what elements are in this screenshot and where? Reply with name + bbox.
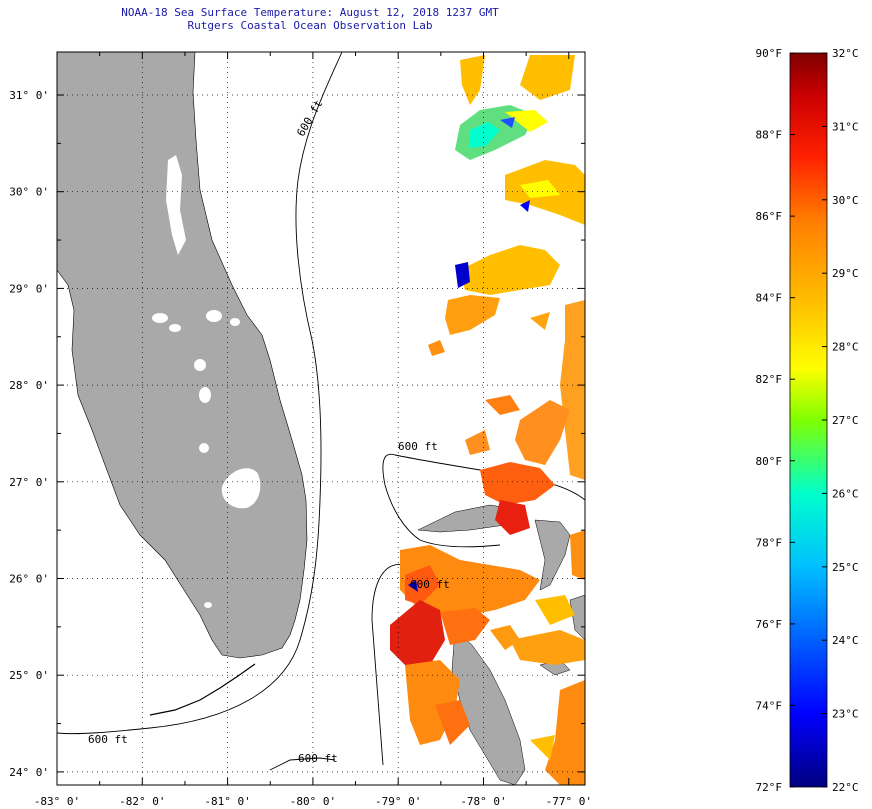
map-title: NOAA-18 Sea Surface Temperature: August … xyxy=(121,6,499,19)
longitude-label: -81° 0' xyxy=(204,795,250,808)
colorbar-f-label: 88°F xyxy=(756,129,783,142)
latitude-label: 28° 0' xyxy=(9,379,49,392)
contour-label: 600 ft xyxy=(294,98,325,139)
longitude-label: -78° 0' xyxy=(460,795,506,808)
frame-ticks xyxy=(56,52,585,785)
latitude-label: 31° 0' xyxy=(9,89,49,102)
latitude-label: 29° 0' xyxy=(9,282,49,295)
longitude-label: -82° 0' xyxy=(119,795,165,808)
contour-label: 600 ft xyxy=(398,440,438,453)
colorbar-f-label: 82°F xyxy=(756,373,783,386)
latitude-label: 30° 0' xyxy=(9,186,49,199)
colorbar-c-label: 22°C xyxy=(832,781,859,794)
longitude-label: -79° 0' xyxy=(375,795,421,808)
contour-label: 600 ft xyxy=(298,752,338,765)
colorbar-f-label: 76°F xyxy=(756,618,783,631)
colorbar-c-label: 27°C xyxy=(832,414,859,427)
latitude-label: 24° 0' xyxy=(9,766,49,779)
longitude-label: -83° 0' xyxy=(34,795,80,808)
colorbar-c-label: 25°C xyxy=(832,561,859,574)
colorbar-c-label: 28°C xyxy=(832,341,859,354)
graticule xyxy=(57,52,585,785)
latitude-labels: 31° 0' 30° 0' 29° 0' 28° 0' 27° 0' 26° 0' 25° … xyxy=(9,89,49,779)
colorbar-f-label: 86°F xyxy=(756,210,783,223)
colorbar-f-label: 84°F xyxy=(756,292,783,305)
latitude-label: 25° 0' xyxy=(9,669,49,682)
colorbar-f-label: 72°F xyxy=(756,781,783,794)
longitude-label: -80° 0' xyxy=(290,795,336,808)
map-frame xyxy=(56,51,586,786)
colorbar xyxy=(789,52,828,788)
colorbar-c-label: 23°C xyxy=(832,708,859,721)
colorbar-c-label: 29°C xyxy=(832,267,859,280)
colorbar-f-label: 74°F xyxy=(756,699,783,712)
florida-landmass xyxy=(57,52,308,659)
sst-data-patches xyxy=(390,55,585,785)
colorbar-f-label: 90°F xyxy=(756,47,783,60)
contour-label: 600 ft xyxy=(410,578,450,591)
colorbar-f-label: 80°F xyxy=(756,455,783,468)
colorbar-c-label: 24°C xyxy=(832,634,859,647)
colorbar-celsius-ticks: 32°C 31°C 30°C 29°C 28°C 27°C 26°C 25°C 24°C 23°C… xyxy=(822,47,859,794)
colorbar-fahrenheit-ticks: 90°F 88°F 86°F 84°F 82°F 80°F 78°F 76°F 74°F 72°F xyxy=(756,47,795,794)
colorbar-c-label: 30°C xyxy=(832,194,859,207)
colorbar-c-label: 32°C xyxy=(832,47,859,60)
colorbar-c-label: 31°C xyxy=(832,120,859,133)
map-subtitle: Rutgers Coastal Ocean Observation Lab xyxy=(187,19,433,32)
inland-lakes xyxy=(152,155,240,608)
lake-okeechobee xyxy=(221,468,261,509)
bahamas-islands xyxy=(417,504,585,785)
longitude-labels: -83° 0' -82° 0' -81° 0' -80° 0' -79° 0' -78° … xyxy=(34,795,592,808)
longitude-label: -77° 0' xyxy=(546,795,592,808)
latitude-label: 27° 0' xyxy=(9,476,49,489)
latitude-label: 26° 0' xyxy=(9,573,49,586)
florida-keys xyxy=(149,663,256,716)
contour-label: 600 ft xyxy=(88,733,128,746)
colorbar-c-label: 26°C xyxy=(832,487,859,500)
colorbar-f-label: 78°F xyxy=(756,536,783,549)
